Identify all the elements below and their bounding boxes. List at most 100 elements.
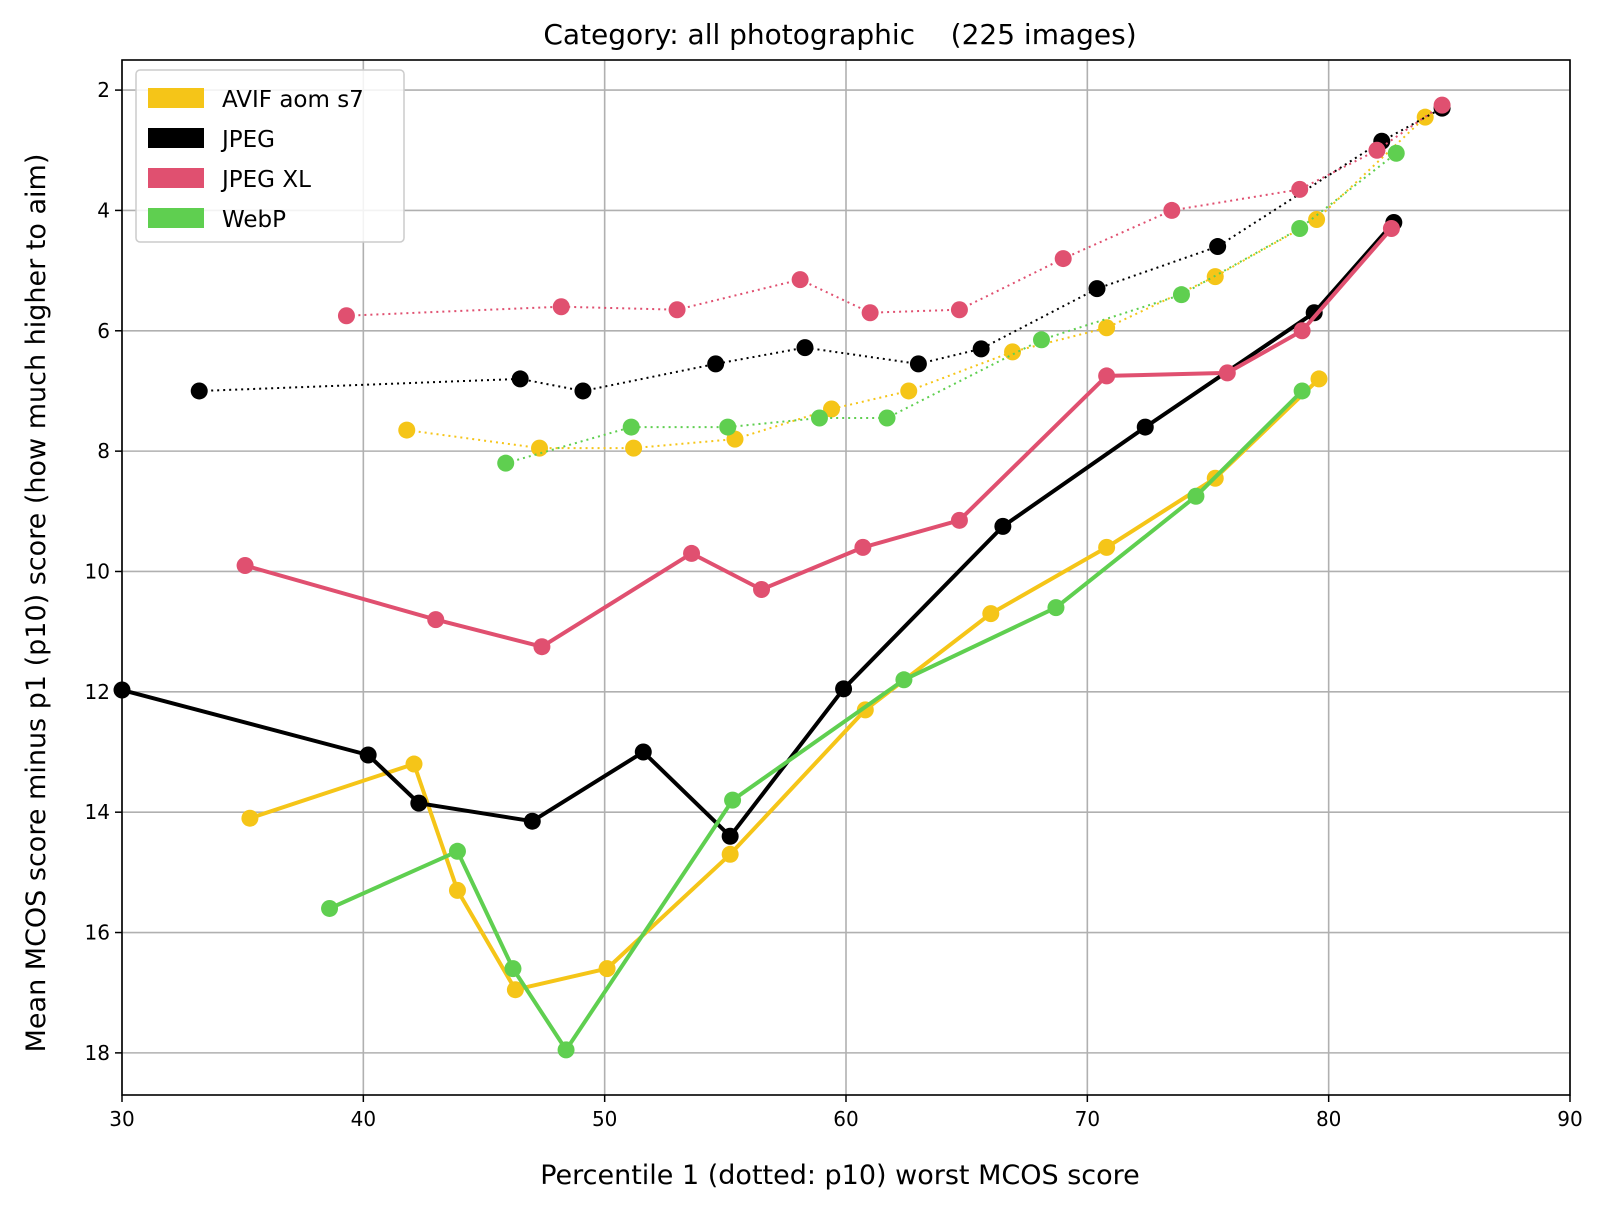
data-point	[724, 791, 742, 809]
data-point	[791, 271, 809, 289]
data-point	[448, 881, 466, 899]
data-point	[552, 298, 570, 316]
series-line	[249, 377, 1321, 992]
data-point	[1163, 201, 1181, 219]
data-point	[719, 418, 737, 436]
data-point	[1416, 108, 1434, 126]
data-point	[511, 370, 529, 388]
legend-label: WebP	[222, 207, 286, 233]
data-point	[337, 307, 355, 325]
axis-ticks: 30 40 50 60 70 80 90 2 4 6 8 10 12 14 16 18	[85, 78, 1583, 1131]
data-point	[835, 680, 853, 698]
data-point	[950, 301, 968, 319]
data-point	[1088, 280, 1106, 298]
data-point	[895, 671, 913, 689]
x-tick-label: 50	[592, 1107, 617, 1131]
data-point	[1098, 367, 1116, 385]
data-point	[533, 638, 551, 656]
series-jpeg-xl-solid	[236, 219, 1400, 656]
data-point	[625, 439, 643, 457]
y-tick-label: 18	[85, 1041, 110, 1065]
data-point	[574, 382, 592, 400]
series-webp-solid	[321, 382, 1311, 1059]
data-point	[1433, 96, 1451, 114]
data-point	[982, 605, 1000, 623]
x-tick-label: 70	[1075, 1107, 1100, 1131]
data-point	[405, 755, 423, 773]
legend: AVIF aom s7 JPEG JPEG XL WebP	[135, 69, 405, 243]
data-point	[854, 538, 872, 556]
data-point	[1387, 144, 1405, 162]
data-point	[504, 960, 522, 978]
legend-label: AVIF aom s7	[222, 87, 364, 113]
series-jpeg-solid	[113, 213, 1403, 845]
data-point	[1209, 238, 1227, 256]
data-point	[994, 517, 1012, 535]
data-point	[1032, 331, 1050, 349]
data-point	[1098, 538, 1116, 556]
y-axis-label: Mean MCOS score minus p1 (p10) score (ho…	[21, 154, 52, 1053]
data-point	[823, 400, 841, 418]
data-point	[531, 439, 549, 457]
x-tick-label: 60	[833, 1107, 858, 1131]
series-line	[505, 152, 1397, 465]
data-point	[1308, 210, 1326, 228]
y-tick-label: 6	[97, 319, 110, 343]
series-line	[121, 221, 1396, 839]
y-tick-label: 16	[85, 921, 110, 945]
legend-swatch	[148, 88, 204, 108]
data-point	[190, 382, 208, 400]
data-point	[497, 454, 515, 472]
data-point	[321, 899, 339, 917]
data-point	[1054, 250, 1072, 268]
data-point	[1305, 304, 1323, 322]
x-tick-label: 80	[1316, 1107, 1341, 1131]
data-point	[506, 981, 524, 999]
chart-title: Category: all photographic (225 images)	[543, 18, 1136, 51]
x-tick-label: 90	[1557, 1107, 1582, 1131]
data-point	[1293, 382, 1311, 400]
legend-label: JPEG XL	[220, 167, 311, 193]
data-point	[1310, 370, 1328, 388]
series-line	[406, 116, 1426, 450]
y-tick-label: 8	[97, 439, 110, 463]
x-axis-label: Percentile 1 (dotted: p10) worst MCOS sc…	[540, 1160, 1140, 1191]
data-point	[707, 355, 725, 373]
y-tick-label: 4	[97, 198, 110, 222]
data-point	[721, 845, 739, 863]
data-point	[1218, 364, 1236, 382]
x-tick-label: 30	[109, 1107, 134, 1131]
data-point	[634, 743, 652, 761]
x-tick-label: 40	[351, 1107, 376, 1131]
series-layer	[113, 96, 1451, 1059]
data-point	[241, 809, 259, 827]
series-avif-aom-s7-solid	[241, 370, 1328, 999]
legend-swatch	[148, 208, 204, 228]
legend-box	[135, 69, 405, 243]
data-point	[972, 340, 990, 358]
series-avif-aom-s7-dotted	[398, 108, 1434, 457]
data-point	[796, 339, 814, 357]
y-tick-label: 2	[97, 78, 110, 102]
data-point	[523, 812, 541, 830]
data-point	[721, 827, 739, 845]
y-tick-label: 12	[85, 680, 110, 704]
data-point	[1291, 219, 1309, 237]
series-line	[328, 389, 1304, 1052]
data-point	[1172, 286, 1190, 304]
data-point	[810, 409, 828, 427]
y-tick-label: 14	[85, 800, 110, 824]
data-point	[427, 611, 445, 629]
data-point	[900, 382, 918, 400]
data-point	[622, 418, 640, 436]
data-point	[861, 304, 879, 322]
y-tick-label: 10	[85, 559, 110, 583]
legend-label: JPEG	[220, 127, 275, 153]
data-point	[683, 544, 701, 562]
data-point	[1382, 219, 1400, 237]
data-point	[1293, 322, 1311, 340]
data-point	[950, 511, 968, 529]
data-point	[1098, 319, 1116, 337]
data-point	[1291, 180, 1309, 198]
